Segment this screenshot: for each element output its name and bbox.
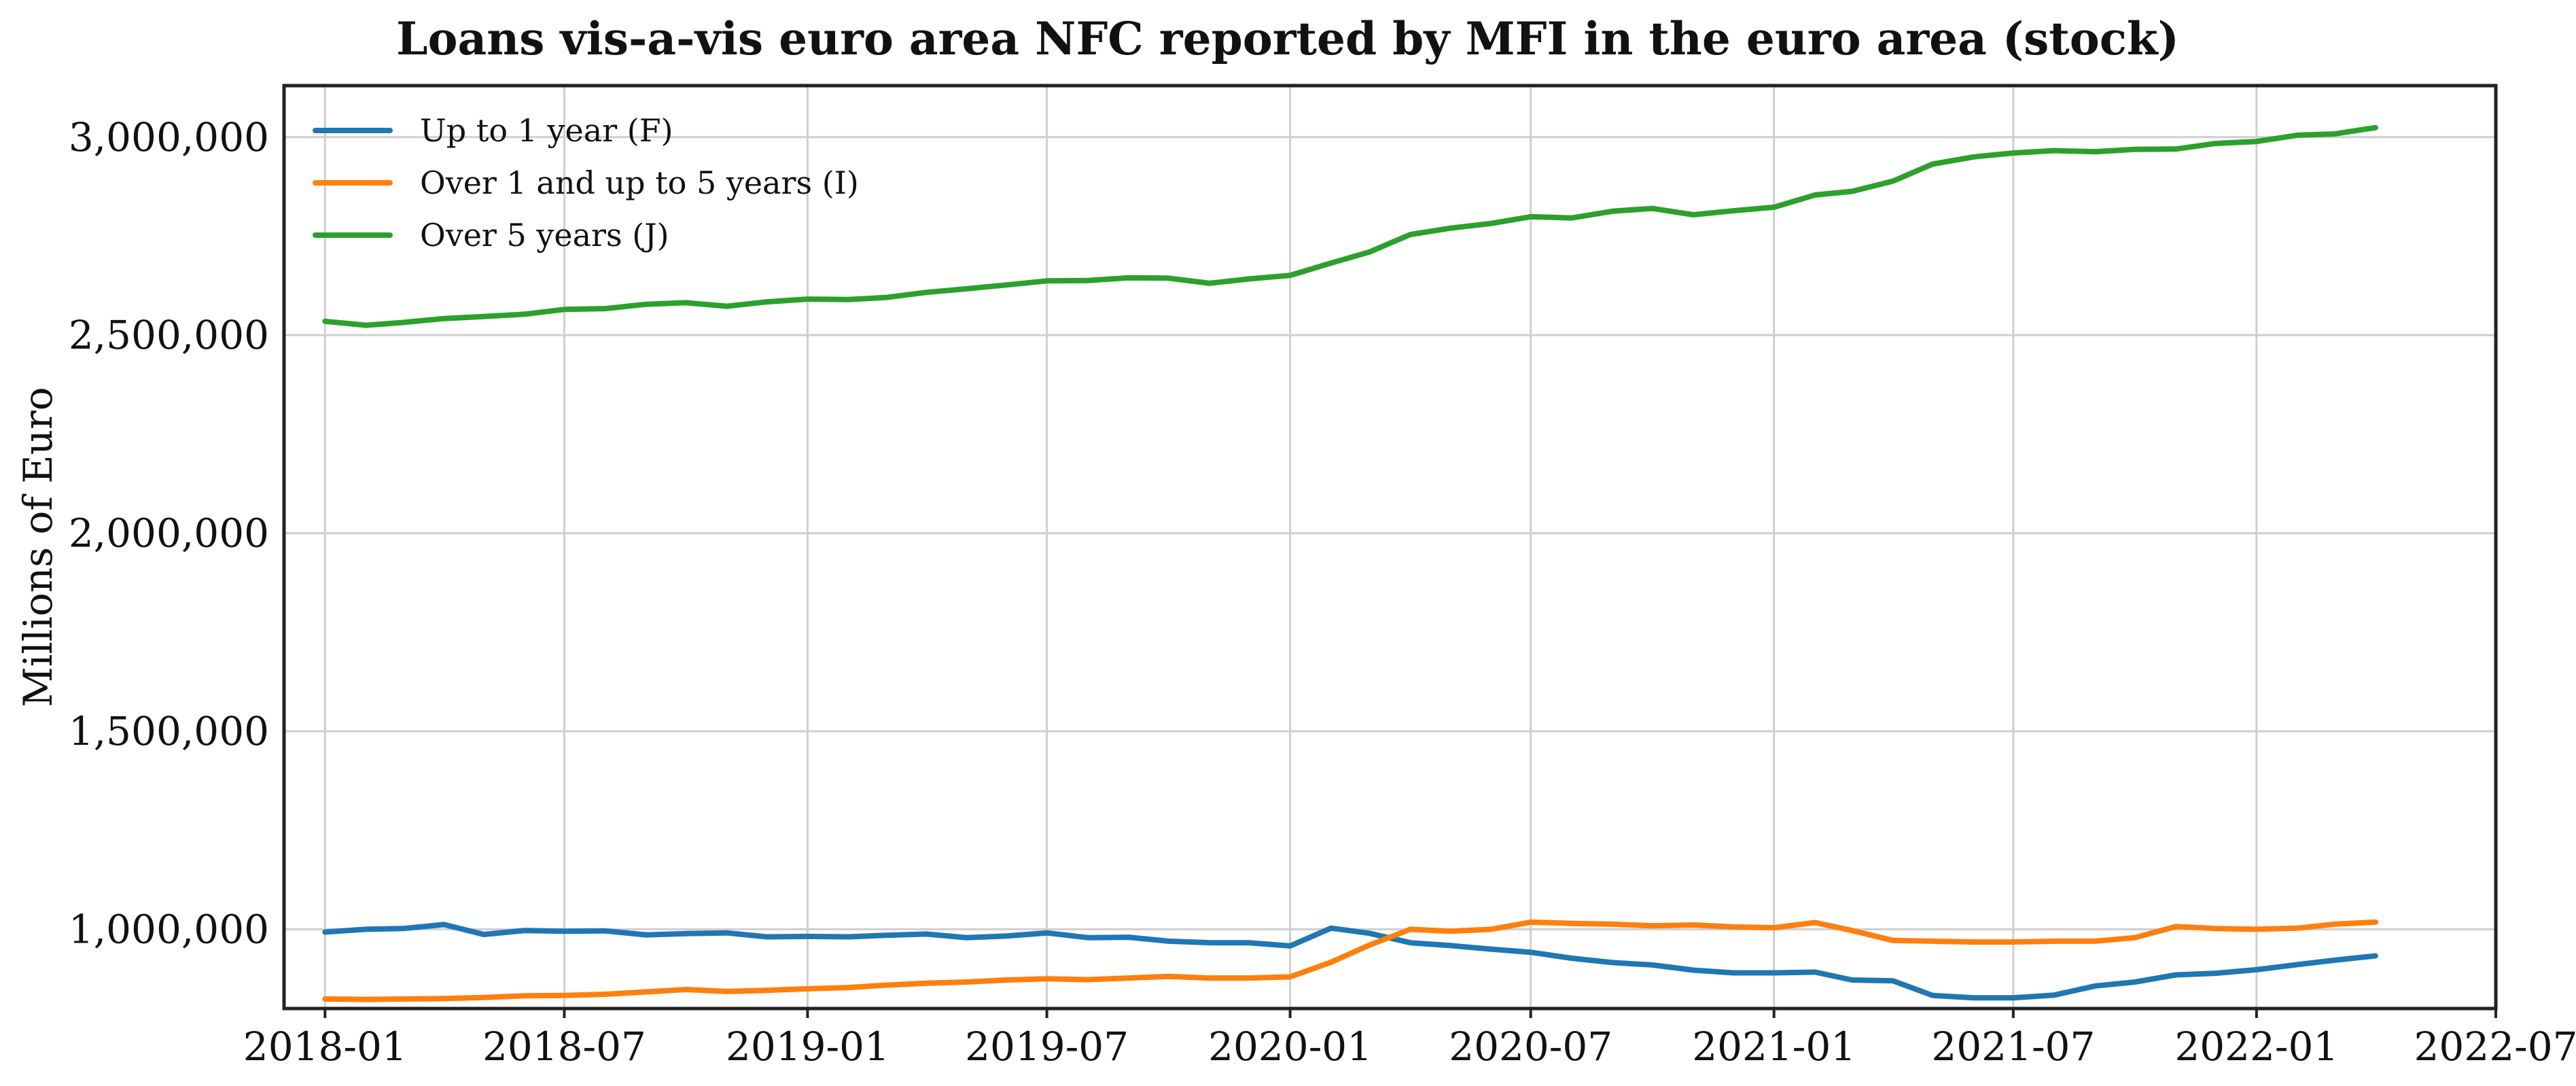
y-tick-label: 2,500,000 [69, 312, 269, 358]
legend-label: Over 1 and up to 5 years (I) [420, 164, 859, 201]
x-tick-label: 2018-07 [482, 1023, 646, 1070]
y-tick-label: 2,000,000 [69, 510, 269, 557]
y-tick-labels: 1,000,000 1,500,000 2,000,000 2,500,000 3,00… [69, 114, 269, 953]
x-tick-label: 2021-01 [1692, 1023, 1856, 1070]
x-tick-label: 2020-01 [1208, 1023, 1372, 1070]
x-tick-label: 2019-01 [726, 1023, 889, 1070]
y-tick-label: 3,000,000 [69, 114, 269, 160]
x-tick-labels: 2018-01 2018-07 2019-01 2019-07 2020-01 2020-… [243, 1009, 2576, 1070]
legend-label: Up to 1 year (F) [420, 112, 673, 149]
gridlines [284, 86, 2497, 1009]
x-tick-label: 2018-01 [243, 1023, 407, 1070]
series-line-0 [322, 922, 2378, 1001]
series-line-1 [322, 919, 2378, 1002]
x-tick-label: 2020-07 [1449, 1023, 1612, 1070]
series-line-2 [322, 124, 2378, 328]
x-tick-label: 2021-07 [1931, 1023, 2095, 1070]
legend-label: Over 5 years (J) [420, 217, 669, 253]
y-axis-label: Millions of Euro [15, 387, 61, 707]
plot-frame [282, 84, 2498, 1011]
x-tick-label: 2019-07 [965, 1023, 1129, 1070]
legend: Up to 1 year (F) Over 1 and up to 5 years… [313, 112, 859, 253]
x-tick-label: 2022-07 [2414, 1023, 2576, 1070]
x-tick-label: 2022-01 [2174, 1023, 2338, 1070]
series-lines [322, 124, 2378, 1002]
chart-title: Loans vis-a-vis euro area NFC reported b… [396, 12, 2179, 65]
y-tick-label: 1,500,000 [69, 708, 269, 754]
y-tick-label: 1,000,000 [69, 906, 269, 952]
